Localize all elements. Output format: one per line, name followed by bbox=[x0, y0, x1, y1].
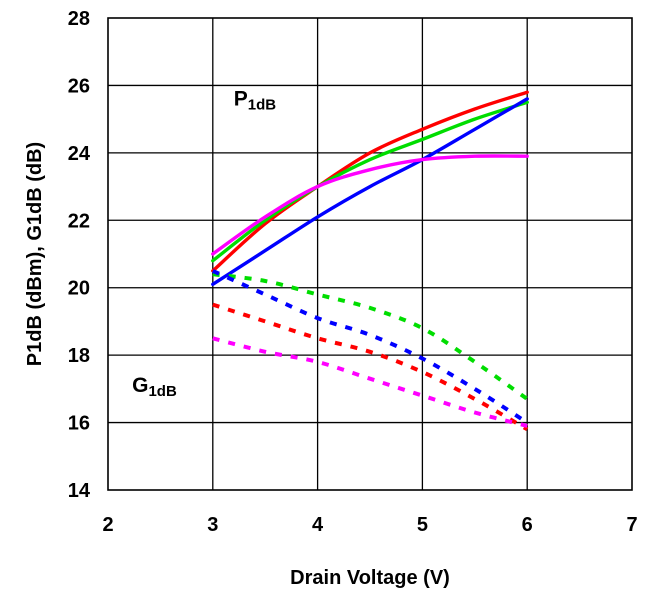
y-tick-label: 18 bbox=[68, 345, 90, 367]
y-tick-label: 24 bbox=[68, 143, 91, 165]
x-tick-label: 3 bbox=[207, 514, 218, 536]
series-line-p1db-2 bbox=[211, 97, 529, 286]
series-line-p1db-0 bbox=[211, 90, 529, 273]
x-tick-labels: 2 3 4 5 6 7 bbox=[102, 514, 637, 536]
grid-lines bbox=[108, 18, 632, 490]
series-line-p1db-1 bbox=[211, 100, 529, 263]
x-tick-label: 2 bbox=[102, 514, 113, 536]
series-line-g1db-7 bbox=[212, 336, 528, 428]
y-tick-label: 28 bbox=[68, 8, 90, 30]
series-line-p1db-3 bbox=[211, 154, 529, 256]
y-tick-label: 16 bbox=[68, 413, 90, 435]
y-tick-label: 26 bbox=[68, 75, 90, 97]
plot-frame bbox=[107, 17, 633, 491]
x-tick-label: 4 bbox=[312, 514, 324, 536]
x-tick-label: 6 bbox=[522, 514, 533, 536]
y-tick-labels: 14 16 18 20 22 24 26 28 bbox=[68, 8, 91, 502]
annotation-label: G1dB bbox=[132, 374, 177, 400]
x-tick-label: 5 bbox=[417, 514, 428, 536]
series-line-g1db-5 bbox=[211, 269, 529, 425]
x-axis-title: Drain Voltage (V) bbox=[290, 567, 450, 589]
y-tick-label: 20 bbox=[68, 278, 90, 300]
x-tick-label: 7 bbox=[626, 514, 637, 536]
series-line-g1db-6 bbox=[212, 302, 529, 432]
plot-series bbox=[211, 90, 529, 432]
series-line-g1db-4 bbox=[212, 272, 529, 401]
y-tick-label: 14 bbox=[68, 480, 91, 502]
y-axis-title: P1dB (dBm), G1dB (dB) bbox=[24, 142, 46, 366]
annotations: P1dB G1dB bbox=[132, 88, 276, 401]
annotation-label: P1dB bbox=[234, 88, 277, 114]
y-tick-label: 22 bbox=[68, 210, 90, 232]
